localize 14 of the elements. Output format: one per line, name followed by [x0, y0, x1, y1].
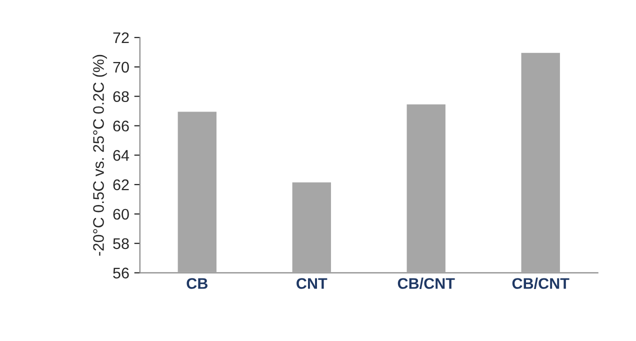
y-tick-label: 70 — [113, 62, 129, 73]
y-tick-label: 72 — [113, 32, 129, 44]
x-tick-label: CB — [186, 278, 208, 289]
y-axis-title: -20°C 0.5C vs. 25°C 0.2C (%) — [92, 54, 107, 256]
x-tick-label: CB/CNT — [512, 278, 570, 290]
y-tick-label: 62 — [113, 179, 129, 190]
x-tick-label: CB/CNT — [398, 278, 455, 290]
y-tick-label: 64 — [113, 150, 130, 161]
x-tick-label: CNT — [296, 278, 328, 289]
y-tick-label: 60 — [113, 208, 129, 220]
y-tick-label: 66 — [113, 120, 129, 132]
y-tick-label: 58 — [113, 238, 129, 250]
y-tick-label: 68 — [113, 91, 129, 102]
y-tick-label: 56 — [113, 268, 129, 278]
